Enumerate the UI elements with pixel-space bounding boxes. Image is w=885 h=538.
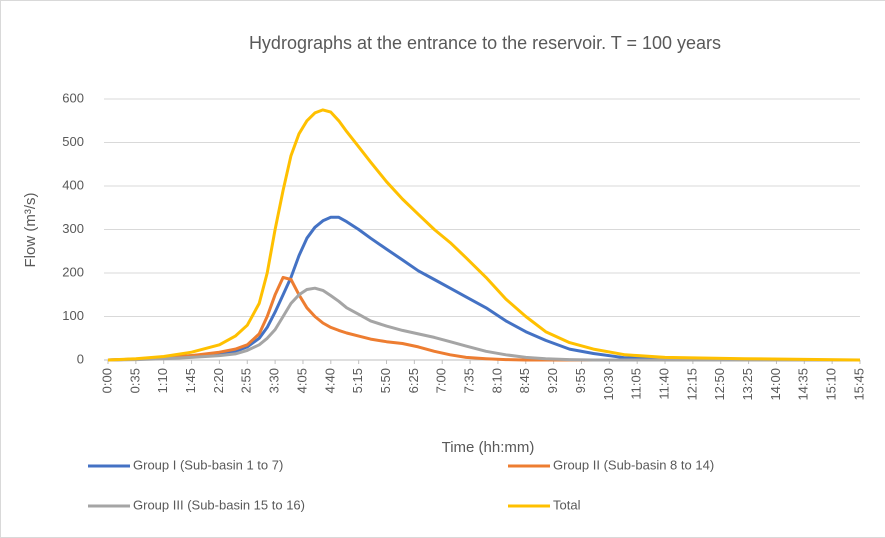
x-tick-label: 1:10 <box>155 368 170 393</box>
y-tick-label: 600 <box>62 90 84 105</box>
x-tick-label: 14:00 <box>768 368 783 401</box>
chart-title: Hydrographs at the entrance to the reser… <box>249 33 721 53</box>
x-tick-label: 1:45 <box>183 368 198 393</box>
x-tick-label: 2:20 <box>211 368 226 393</box>
x-tick-label: 11:05 <box>629 368 644 400</box>
x-axis-title: Time (hh:mm) <box>442 439 535 456</box>
x-tick-label: 12:15 <box>684 368 699 401</box>
y-tick-label: 200 <box>62 264 84 279</box>
series-line <box>107 108 861 362</box>
legend-label: Group I (Sub-basin 1 to 7) <box>133 457 283 472</box>
x-tick-label: 0:00 <box>99 368 114 393</box>
series-line <box>107 286 860 362</box>
x-tick-label: 0:35 <box>127 368 142 393</box>
x-tick-label: 15:45 <box>851 368 866 401</box>
y-axis-title: Flow (m³/s) <box>22 193 39 268</box>
y-tick-label: 500 <box>62 134 84 149</box>
x-tick-label: 8:45 <box>517 368 532 393</box>
x-tick-label: 7:00 <box>434 368 449 393</box>
series-line <box>107 215 860 362</box>
legend-label: Total <box>553 497 581 512</box>
x-tick-label: 11:40 <box>656 368 671 400</box>
x-tick-label: 5:50 <box>378 368 393 393</box>
x-tick-label: 13:25 <box>740 368 755 401</box>
x-tick-label: 3:30 <box>267 368 282 393</box>
x-tick-label: 5:15 <box>350 368 365 393</box>
x-tick-label: 9:20 <box>545 368 560 393</box>
y-tick-label: 400 <box>62 177 84 192</box>
x-tick-label: 4:40 <box>322 368 337 393</box>
y-tick-label: 0 <box>77 351 84 366</box>
x-tick-label: 9:55 <box>573 368 588 393</box>
x-tick-label: 6:25 <box>406 368 421 393</box>
x-tick-label: 8:10 <box>489 368 504 393</box>
x-tick-label: 2:55 <box>239 368 254 393</box>
x-tick-label: 14:35 <box>796 368 811 401</box>
y-tick-label: 100 <box>62 308 84 323</box>
legend-label: Group III (Sub-basin 15 to 16) <box>133 497 305 512</box>
x-tick-label: 15:10 <box>824 368 839 401</box>
x-tick-label: 10:30 <box>601 368 616 401</box>
y-tick-label: 300 <box>62 221 84 236</box>
legend-label: Group II (Sub-basin 8 to 14) <box>553 457 714 472</box>
x-tick-label: 12:50 <box>712 368 727 401</box>
x-tick-label: 7:35 <box>462 368 477 393</box>
x-tick-label: 4:05 <box>294 368 309 393</box>
